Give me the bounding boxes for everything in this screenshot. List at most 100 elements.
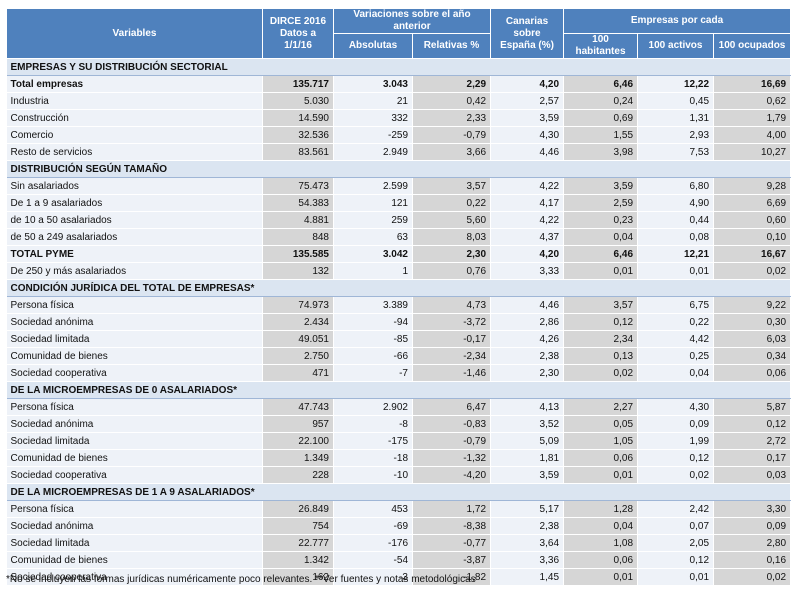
row-label: Sociedad cooperativa (6, 568, 263, 586)
cell-value: 1,55 (563, 126, 639, 144)
row-label: Comunidad de bienes (6, 551, 263, 569)
cell-value: 75.473 (262, 177, 334, 195)
section-title: DE LA MICROEMPRESAS DE 0 ASALARIADOS* (6, 381, 792, 399)
cell-value: 3,59 (563, 177, 639, 195)
cell-value: 0,01 (563, 262, 639, 280)
cell-value: -0,83 (412, 415, 492, 433)
cell-value: 453 (333, 500, 413, 518)
section-row: DISTRIBUCIÓN SEGÚN TAMAÑO (6, 160, 792, 178)
cell-value: 4,73 (412, 296, 492, 314)
cell-value: 1,72 (412, 500, 492, 518)
header-cell: Absolutas (333, 33, 413, 59)
cell-value: 16,69 (713, 75, 792, 93)
cell-value: 0,06 (563, 551, 639, 569)
cell-value: 259 (333, 211, 413, 229)
cell-value: 4,13 (490, 398, 565, 416)
cell-value: 22.100 (262, 432, 334, 450)
cell-value: -66 (333, 347, 413, 365)
row-label: Construcción (6, 109, 263, 127)
cell-value: 3.389 (333, 296, 413, 314)
cell-value: -0,79 (412, 432, 492, 450)
cell-value: 1,99 (637, 432, 715, 450)
data-row: Sociedad anónima 754 -69 -8,38 2,38 0,04 0,07 0… (6, 517, 792, 535)
cell-value: 1.342 (262, 551, 334, 569)
cell-value: -10 (333, 466, 413, 484)
data-row: de 50 a 249 asalariados 848 63 8,03 4,37 0,04… (6, 228, 792, 246)
data-row: Resto de servicios 83.561 2.949 3,66 4,46 3,9… (6, 143, 792, 161)
cell-value: 0,60 (713, 211, 792, 229)
cell-value: 2,57 (490, 92, 565, 110)
data-row: Sociedad limitada 49.051 -85 -0,17 4,26 2,34 4… (6, 330, 792, 348)
data-row: Sociedad anónima 2.434 -94 -3,72 2,86 0,12 0,2… (6, 313, 792, 331)
cell-value: 2,30 (490, 364, 565, 382)
section-row: EMPRESAS Y SU DISTRIBUCIÓN SECTORIAL (6, 58, 792, 76)
cell-value: 2,30 (412, 245, 492, 263)
row-label: Industria (6, 92, 263, 110)
cell-value: 1,05 (563, 432, 639, 450)
cell-value: 3,64 (490, 534, 565, 552)
cell-value: -176 (333, 534, 413, 552)
section-title: CONDICIÓN JURÍDICA DEL TOTAL DE EMPRESAS… (6, 279, 792, 297)
cell-value: 26.849 (262, 500, 334, 518)
data-row: Persona física 47.743 2.902 6,47 4,13 2,27 4,3… (6, 398, 792, 416)
cell-value: 47.743 (262, 398, 334, 416)
header-cell: Variaciones sobre el año anterior (332, 8, 492, 34)
cell-value: 0,12 (713, 415, 792, 433)
cell-value: 5.030 (262, 92, 334, 110)
cell-value: 2,38 (490, 347, 565, 365)
cell-value: -3,87 (412, 551, 492, 569)
row-label: Comunidad de bienes (6, 449, 263, 467)
cell-value: -3 (333, 568, 413, 586)
cell-value: 1,45 (490, 568, 565, 586)
cell-value: -94 (333, 313, 413, 331)
cell-value: 3,30 (713, 500, 792, 518)
cell-value: 63 (333, 228, 413, 246)
header-cell: Variables (6, 8, 263, 59)
cell-value: 5,87 (713, 398, 792, 416)
cell-value: 6,75 (637, 296, 715, 314)
data-row: Persona física 26.849 453 1,72 5,17 1,28 2,42 3… (6, 500, 792, 518)
section-title: EMPRESAS Y SU DISTRIBUCIÓN SECTORIAL (6, 58, 792, 76)
cell-value: 32.536 (262, 126, 334, 144)
cell-value: 21 (333, 92, 413, 110)
cell-value: 9,22 (713, 296, 792, 314)
cell-value: 6,46 (563, 75, 639, 93)
data-row: de 10 a 50 asalariados 4.881 259 5,60 4,22 0,… (6, 211, 792, 229)
data-row: Industria 5.030 21 0,42 2,57 0,24 0,45 0,62 (6, 92, 792, 110)
cell-value: 0,09 (637, 415, 715, 433)
cell-value: 16,67 (713, 245, 792, 263)
cell-value: 0,13 (563, 347, 639, 365)
cell-value: 4,17 (490, 194, 565, 212)
row-label: Sociedad anónima (6, 313, 263, 331)
cell-value: 4,20 (490, 75, 565, 93)
cell-value: 7,53 (637, 143, 715, 161)
cell-value: 2,80 (713, 534, 792, 552)
row-label: TOTAL PYME (6, 245, 263, 263)
cell-value: 3,98 (563, 143, 639, 161)
cell-value: -8 (333, 415, 413, 433)
cell-value: 3,57 (412, 177, 492, 195)
cell-value: 2.902 (333, 398, 413, 416)
footnote: *No se incluyen las formas jurídicas num… (6, 574, 476, 585)
cell-value: -69 (333, 517, 413, 535)
cell-value: 54.383 (262, 194, 334, 212)
cell-value: 2.599 (333, 177, 413, 195)
cell-value: 22.777 (262, 534, 334, 552)
cell-value: 5,60 (412, 211, 492, 229)
header-text: Datos a 1/1/16 (279, 27, 317, 51)
cell-value: 0,30 (713, 313, 792, 331)
cell-value: 4,00 (713, 126, 792, 144)
cell-value: 4,20 (490, 245, 565, 263)
cell-value: 83.561 (262, 143, 334, 161)
cell-value: 0,04 (563, 228, 639, 246)
cell-value: 2.434 (262, 313, 334, 331)
cell-value: 1,81 (490, 449, 565, 467)
data-row: Sociedad cooperativa 471 -7 -1,46 2,30 0,02 0,… (6, 364, 792, 382)
row-label: Sociedad limitada (6, 534, 263, 552)
cell-value: 6,47 (412, 398, 492, 416)
cell-value: -3,72 (412, 313, 492, 331)
header-cell: DIRCE 2016 Datos a 1/1/16 (262, 8, 334, 59)
cell-value: 2,27 (563, 398, 639, 416)
row-label: De 1 a 9 asalariados (6, 194, 263, 212)
cell-value: 3,59 (490, 109, 565, 127)
